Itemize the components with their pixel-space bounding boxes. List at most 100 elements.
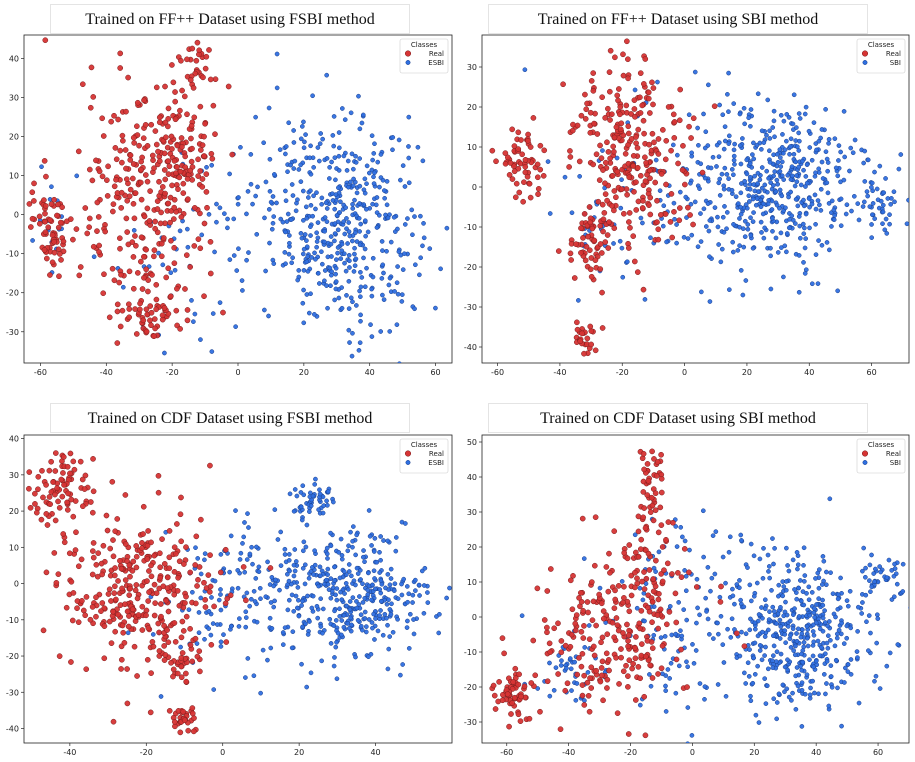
data-point [235, 567, 241, 573]
data-point [872, 169, 877, 175]
data-point [138, 258, 144, 265]
y-tick-label: -20 [464, 263, 477, 272]
data-point [80, 607, 87, 614]
data-point [716, 180, 722, 186]
data-point [156, 629, 162, 636]
data-point [744, 171, 750, 177]
data-point [176, 174, 183, 181]
data-point [748, 123, 753, 129]
data-point [90, 554, 97, 561]
data-point [150, 643, 157, 650]
data-point [370, 255, 376, 261]
data-point [140, 317, 147, 324]
data-point [599, 94, 605, 101]
data-point [157, 220, 164, 227]
data-point [766, 175, 771, 181]
data-point [110, 608, 116, 615]
data-point [39, 164, 44, 170]
data-point [603, 564, 610, 570]
data-point [658, 489, 665, 496]
data-point [301, 217, 306, 223]
data-point [717, 594, 723, 600]
data-point [884, 231, 890, 236]
data-point [265, 559, 270, 565]
data-point [855, 629, 860, 634]
data-point [138, 158, 145, 165]
data-point [658, 522, 665, 528]
data-point [825, 160, 831, 165]
data-point [690, 115, 697, 122]
data-point [298, 136, 304, 142]
data-point [705, 178, 711, 184]
data-point [229, 151, 236, 158]
data-point [301, 246, 307, 252]
data-point [43, 569, 50, 576]
data-point [351, 269, 357, 274]
data-point [212, 578, 218, 584]
data-point [571, 275, 578, 281]
data-point [780, 682, 786, 688]
data-point [605, 588, 612, 595]
data-point [118, 666, 124, 672]
data-point [614, 710, 621, 717]
data-point [635, 664, 642, 670]
data-point [637, 94, 643, 101]
data-point [341, 569, 347, 574]
data-point [210, 102, 217, 109]
data-point [580, 235, 586, 241]
data-point [755, 170, 761, 176]
data-point [640, 514, 647, 521]
data-point [877, 686, 883, 691]
data-point [296, 597, 301, 603]
data-point [618, 120, 625, 127]
data-point [325, 305, 330, 311]
x-tick-label: -40 [562, 748, 575, 757]
data-point [594, 131, 601, 137]
data-point [444, 225, 450, 231]
data-point [867, 562, 873, 568]
data-point [290, 629, 296, 635]
data-point [833, 657, 839, 663]
data-point [800, 627, 805, 633]
data-point [754, 580, 760, 586]
data-point [352, 263, 358, 269]
data-point [350, 595, 356, 600]
data-point [768, 180, 773, 185]
data-point [227, 592, 234, 599]
data-point [887, 650, 893, 656]
data-point [812, 173, 818, 179]
data-point [578, 663, 585, 670]
data-point [658, 635, 664, 641]
data-point [242, 520, 247, 525]
data-point [765, 189, 770, 195]
data-point [802, 111, 808, 117]
data-point [685, 204, 691, 211]
data-point [606, 550, 612, 557]
data-point [339, 241, 345, 247]
data-point [285, 607, 291, 613]
data-point [599, 325, 606, 331]
data-point [289, 260, 295, 266]
data-point [646, 167, 653, 174]
y-tick-label: 30 [9, 93, 19, 102]
x-tick-label: 40 [365, 368, 375, 377]
data-point [637, 70, 644, 76]
data-point [777, 155, 783, 160]
data-point [786, 568, 792, 574]
data-point [162, 652, 169, 658]
data-point [157, 550, 163, 557]
data-point [378, 152, 384, 157]
data-point [637, 625, 643, 632]
data-point [547, 649, 554, 655]
data-point [337, 606, 342, 612]
data-point [406, 180, 412, 186]
data-point [650, 85, 657, 91]
data-point [589, 617, 596, 624]
data-point [807, 692, 813, 698]
data-point [143, 607, 150, 614]
data-point [722, 204, 727, 209]
data-point [246, 250, 251, 255]
data-point [620, 599, 626, 606]
data-point [874, 640, 880, 646]
